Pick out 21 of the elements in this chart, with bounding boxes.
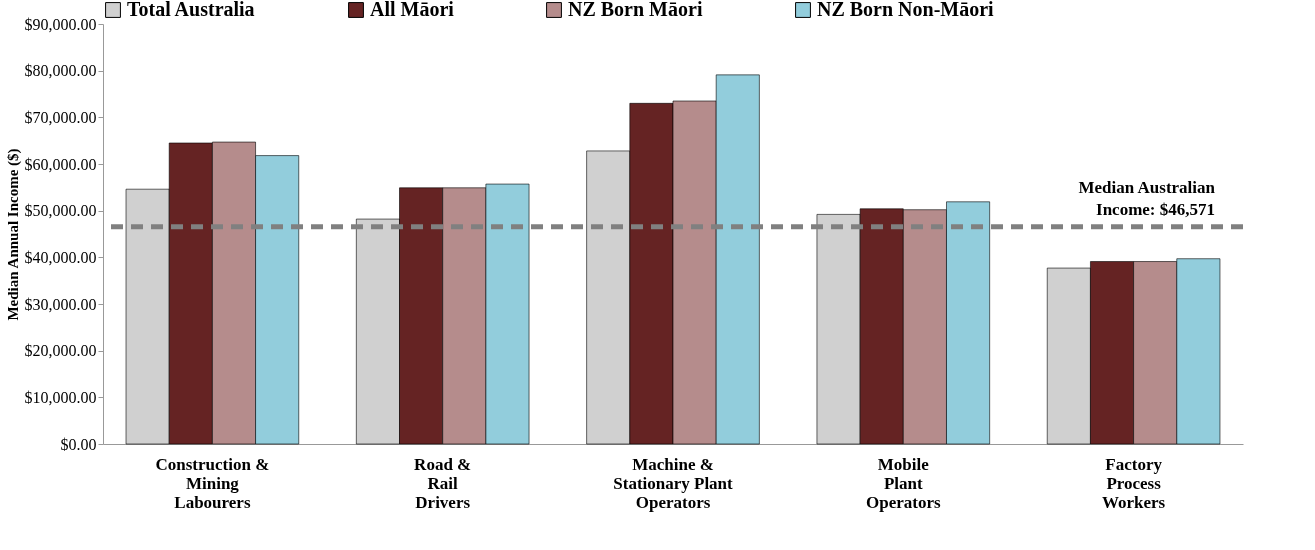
y-tick-label: $30,000.00 xyxy=(24,295,97,313)
x-tick-label: Factory Process Workers xyxy=(1101,454,1166,512)
y-tick-label: $50,000.00 xyxy=(24,202,97,220)
legend-label: NZ Born Māori xyxy=(568,0,703,20)
x-tick-label: Road & Rail Drivers xyxy=(414,454,472,512)
y-tick-label: $70,000.00 xyxy=(24,108,97,126)
x-tick-label: Machine & Stationary Plant Operators xyxy=(613,454,734,512)
ref-line-label: Median Australian Income: $46,571 xyxy=(1078,177,1216,219)
legend-label: All Māori xyxy=(370,0,455,20)
y-tick-label: $20,000.00 xyxy=(24,342,97,360)
y-tick-label: $0.00 xyxy=(60,435,97,453)
y-tick-label: $80,000.00 xyxy=(24,62,97,80)
y-tick-label: $60,000.00 xyxy=(24,155,97,173)
legend-label: NZ Born Non-Māori xyxy=(817,0,995,20)
legend-label: Total Australia xyxy=(127,0,255,20)
x-tick-label: Construction & Mining Labourers xyxy=(155,454,270,512)
x-tick-label: Mobile Plant Operators xyxy=(866,454,941,512)
y-tick-label: $90,000.00 xyxy=(24,15,97,33)
y-tick-label: $10,000.00 xyxy=(24,388,97,406)
y-tick-label: $40,000.00 xyxy=(24,248,97,266)
y-axis-title: Median Annual Income ($) xyxy=(4,148,22,321)
